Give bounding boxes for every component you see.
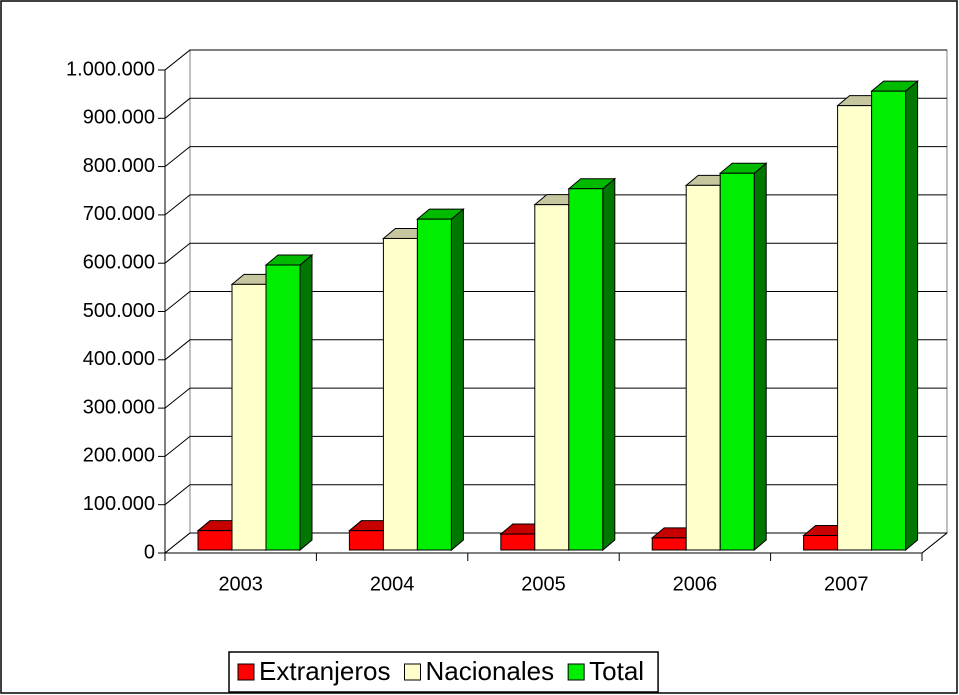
floor-edge <box>921 532 948 554</box>
legend-label: Total <box>589 656 644 686</box>
bar-front <box>231 283 267 551</box>
bar-front <box>534 204 570 551</box>
legend-marker <box>237 663 255 681</box>
bar-front <box>837 105 873 551</box>
bar-side <box>602 177 616 552</box>
bar <box>264 253 314 552</box>
y-tick-label: 500.000 <box>83 300 155 322</box>
y-tick-label: 600.000 <box>83 251 155 273</box>
bar-front <box>568 188 604 551</box>
bar-side <box>753 162 767 552</box>
bar-front <box>500 533 536 551</box>
bar-side <box>905 80 919 552</box>
legend-label: Extranjeros <box>259 656 391 686</box>
y-tick-label: 700.000 <box>83 203 155 225</box>
bar-front <box>651 537 687 551</box>
legend-label: Nacionales <box>426 656 555 686</box>
grid-line <box>164 146 947 167</box>
y-tick-label: 100.000 <box>83 493 155 515</box>
y-tick-label: 0 <box>144 541 155 563</box>
y-tick-label: 300.000 <box>83 396 155 418</box>
y-tick-label: 1.000.000 <box>66 58 155 80</box>
grid-line <box>164 49 947 71</box>
y-tick-label: 400.000 <box>83 348 155 370</box>
bar-front <box>685 184 721 551</box>
bar-front <box>348 530 384 551</box>
bar <box>718 162 768 552</box>
x-tick-label: 2006 <box>673 573 718 595</box>
legend-marker <box>404 663 421 681</box>
bar-front <box>416 218 452 551</box>
bar-front <box>265 264 301 551</box>
x-tick-label: 2004 <box>370 573 415 595</box>
bar-front <box>803 535 839 551</box>
bar-side <box>450 208 464 552</box>
bar-front <box>719 172 755 551</box>
y-tick-label: 800.000 <box>83 155 155 177</box>
bar-front <box>382 237 418 551</box>
bar <box>567 177 617 552</box>
bar <box>870 80 919 552</box>
legend-marker <box>567 663 585 681</box>
y-tick-label: 900.000 <box>83 107 155 129</box>
grid-line <box>164 97 947 119</box>
x-tick-label: 2005 <box>521 573 566 595</box>
x-tick-label: 2003 <box>218 573 263 595</box>
bar-front <box>871 90 907 551</box>
y-tick-label: 200.000 <box>83 445 155 467</box>
bar <box>416 208 465 552</box>
legend-box <box>228 651 659 693</box>
bar-front <box>197 530 233 551</box>
bar-side <box>299 253 313 552</box>
legend: Extranjeros Nacionales Total <box>228 651 659 693</box>
x-tick-label: 2007 <box>824 573 869 595</box>
